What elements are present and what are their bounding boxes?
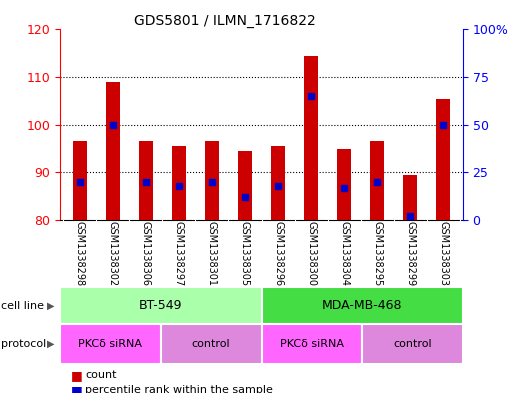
Text: GSM1338302: GSM1338302 — [108, 221, 118, 286]
Text: ▶: ▶ — [48, 339, 55, 349]
Bar — [303, 56, 319, 220]
Bar — [161, 324, 262, 364]
Text: ■: ■ — [71, 384, 82, 393]
Text: BT-549: BT-549 — [139, 299, 183, 312]
Text: GDS5801 / ILMN_1716822: GDS5801 / ILMN_1716822 — [134, 14, 316, 28]
Bar — [262, 287, 463, 324]
Text: GSM1338298: GSM1338298 — [75, 221, 85, 286]
Text: GSM1338306: GSM1338306 — [141, 221, 151, 286]
Bar — [262, 324, 362, 364]
Bar — [60, 324, 161, 364]
Text: protocol: protocol — [1, 339, 47, 349]
Bar — [60, 287, 262, 324]
Bar — [106, 82, 120, 220]
Text: GSM1338303: GSM1338303 — [438, 221, 448, 286]
Bar — [436, 99, 450, 220]
Bar — [73, 141, 87, 220]
Bar — [362, 324, 463, 364]
Text: GSM1338299: GSM1338299 — [405, 221, 415, 286]
Bar — [204, 141, 220, 220]
Bar — [403, 175, 417, 220]
Text: GSM1338300: GSM1338300 — [306, 221, 316, 286]
Text: ▶: ▶ — [48, 301, 55, 310]
Bar — [337, 149, 351, 220]
Text: GSM1338301: GSM1338301 — [207, 221, 217, 286]
Text: percentile rank within the sample: percentile rank within the sample — [85, 385, 273, 393]
Text: cell line: cell line — [1, 301, 44, 310]
Bar — [237, 151, 253, 220]
Text: PKCδ siRNA: PKCδ siRNA — [78, 339, 142, 349]
Text: GSM1338304: GSM1338304 — [339, 221, 349, 286]
Text: PKCδ siRNA: PKCδ siRNA — [280, 339, 344, 349]
Text: GSM1338296: GSM1338296 — [273, 221, 283, 286]
Text: count: count — [85, 370, 117, 380]
Text: GSM1338305: GSM1338305 — [240, 221, 250, 286]
Text: GSM1338297: GSM1338297 — [174, 221, 184, 286]
Bar — [139, 141, 153, 220]
Bar — [270, 146, 286, 220]
Text: MDA-MB-468: MDA-MB-468 — [322, 299, 402, 312]
Text: control: control — [393, 339, 432, 349]
Text: control: control — [192, 339, 231, 349]
Text: ■: ■ — [71, 369, 82, 382]
Text: GSM1338295: GSM1338295 — [372, 221, 382, 286]
Bar — [370, 141, 384, 220]
Bar — [172, 146, 186, 220]
